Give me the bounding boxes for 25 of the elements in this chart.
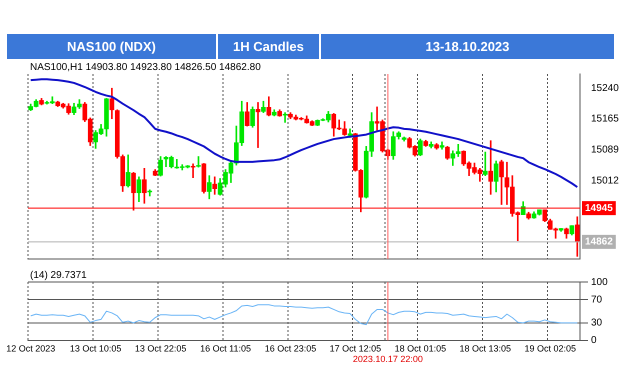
- y-tick-label: 15165: [591, 113, 620, 124]
- y-tick-label: 70: [591, 294, 603, 306]
- chart-title: NAS100 (NDX): [7, 34, 218, 59]
- y-tick-label: 15240: [591, 82, 620, 94]
- x-tick-label: 12 Oct 2023: [6, 343, 56, 354]
- x-tick-label: 18 Oct 01:05: [394, 343, 446, 354]
- y-tick-label: 0: [591, 335, 597, 346]
- x-tick-label: 13 Oct 22:05: [134, 343, 186, 354]
- y-tick-label: 30: [591, 318, 603, 329]
- text: NAS100,H1 14903.80 14923.80 14826.50 14862.80: [30, 62, 262, 73]
- ref-line-label: 14862: [585, 236, 614, 248]
- x-tick-label: 16 Oct 11:05: [200, 343, 251, 354]
- chart-subtitle: 1H Candles: [218, 34, 321, 59]
- x-tick-label: 17 Oct 12:05: [330, 343, 382, 354]
- ref-line-label: 14945: [585, 202, 614, 214]
- x-tick-label: 16 Oct 23:05: [264, 343, 316, 354]
- x-tick-label: 18 Oct 13:05: [460, 343, 512, 354]
- y-tick-label: 15012: [591, 176, 620, 187]
- y-tick-label: 15089: [591, 144, 620, 156]
- text: 13-18.10.2023: [320, 34, 616, 59]
- text: (14) 29.7371: [30, 270, 88, 281]
- x-tick-label: 19 Oct 02:05: [524, 343, 576, 354]
- x-tick-label: 2023.10.17 22:00: [352, 354, 423, 364]
- x-tick-label: 13 Oct 10:05: [70, 343, 122, 354]
- y-tick-label: 100: [591, 276, 608, 288]
